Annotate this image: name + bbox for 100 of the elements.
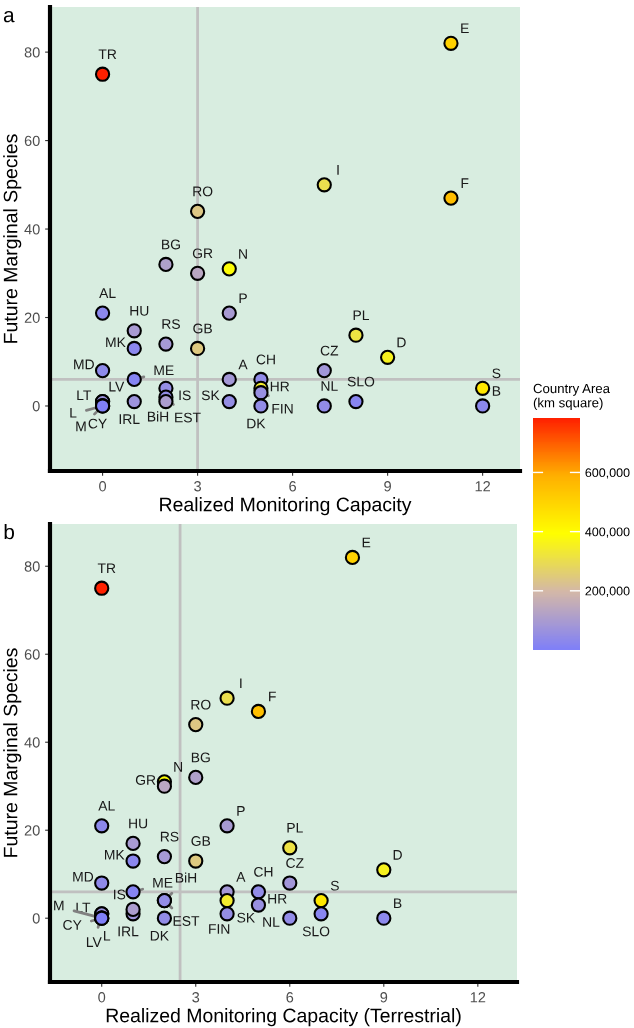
annotation: CY (63, 920, 82, 930)
annotation: SK (201, 390, 220, 401)
annotation: CH (256, 354, 275, 365)
annotation: L (70, 407, 77, 418)
annotation: CY (88, 418, 107, 429)
annotation: I (337, 165, 339, 175)
color-bar-title: Country Area (km square) (533, 383, 611, 410)
x-tick-label: 3 (194, 481, 201, 492)
annotation: EST (175, 412, 201, 423)
y-axis-title: Future Marginal Species (3, 648, 22, 857)
annotation: AL (99, 288, 116, 298)
annotation: TR (98, 49, 117, 60)
annotation: BG (162, 239, 180, 250)
annotation: GB (191, 836, 211, 846)
annotation: BG (191, 752, 210, 763)
annotation: HU (129, 818, 148, 829)
annotation: AL (98, 801, 115, 811)
annotation: IRL (119, 414, 140, 424)
y-tick-label: 40 (24, 224, 40, 235)
y-tick-label: 80 (24, 47, 40, 58)
annotation: F (269, 691, 276, 702)
chart-title: a (3, 10, 15, 23)
annotation: SK (237, 912, 255, 923)
annotation: P (237, 806, 245, 816)
annotation: P (239, 293, 247, 303)
annotation: NL (263, 917, 280, 927)
annotation: PL (353, 310, 370, 321)
color-bar-label: 600,000 (585, 468, 630, 479)
annotation: RO (191, 699, 211, 710)
annotation: M (54, 900, 64, 911)
annotation: TR (97, 563, 116, 574)
y-axis-title: Future Marginal Species (3, 134, 22, 343)
annotation: FIN (209, 924, 230, 934)
y-tick-label: 0 (32, 913, 40, 924)
annotation: S (330, 880, 339, 891)
annotation: LT (77, 390, 92, 401)
annotation: A (236, 872, 246, 882)
annotation: DK (247, 418, 266, 429)
annotation: BiH (175, 872, 197, 883)
annotation: MK (105, 850, 125, 860)
annotation: HR (268, 894, 287, 904)
annotation: GR (135, 775, 156, 785)
annotation: NL (321, 381, 338, 391)
annotation: GB (193, 323, 212, 334)
annotation: S (492, 368, 501, 379)
x-tick-label: 0 (98, 992, 106, 1003)
annotation: B (394, 898, 402, 909)
x-tick-label: 0 (99, 481, 107, 492)
annotation: SLO (347, 376, 375, 387)
x-tick-label: 3 (192, 992, 200, 1003)
x-tick-label: 9 (380, 992, 388, 1003)
annotation: B (492, 386, 501, 396)
annotation: CH (254, 866, 273, 877)
annotation: ME (153, 877, 173, 888)
y-tick-label: 80 (24, 561, 40, 572)
x-tick-label: 12 (475, 481, 491, 492)
annotation: SLO (302, 926, 330, 937)
x-tick-label: 6 (286, 992, 294, 1003)
annotation: HU (130, 306, 149, 316)
x-tick-label: 6 (289, 481, 297, 492)
x-tick-label: 12 (470, 992, 486, 1003)
y-tick-label: 60 (24, 649, 40, 660)
annotation: M (76, 421, 86, 432)
color-bar-label: 200,000 (585, 586, 630, 597)
annotation: MD (73, 872, 94, 882)
y-tick-label: 20 (24, 825, 40, 836)
annotation: E (461, 23, 469, 34)
annotation: N (239, 249, 247, 259)
annotation: LV (109, 381, 125, 392)
annotation: N (174, 762, 183, 772)
chart-title: b (4, 524, 15, 540)
annotation: GR (192, 248, 213, 259)
annotation: MK (106, 337, 126, 348)
annotation: HR (270, 381, 290, 392)
annotation: LV (86, 937, 102, 947)
x-tick-label: 9 (384, 481, 391, 492)
annotation: IRL (118, 926, 139, 937)
annotation: CZ (320, 345, 339, 356)
annotation: RS (160, 831, 179, 842)
x-axis-title: Realized Monitoring Capacity (Terrestrial) (106, 1008, 461, 1027)
annotation: FIN (272, 403, 293, 414)
y-tick-label: 60 (24, 135, 40, 147)
annotation: CZ (286, 858, 304, 868)
annotation: RO (193, 186, 213, 197)
annotation: MD (74, 359, 94, 370)
annotation: L (104, 931, 111, 941)
color-bar-label: 400,000 (585, 527, 630, 538)
annotation: A (238, 359, 248, 370)
annotation: F (461, 178, 469, 188)
y-tick-label: 40 (24, 737, 40, 748)
annotation: DK (150, 931, 169, 941)
annotation: EST (173, 916, 200, 926)
y-tick-label: 20 (24, 312, 40, 323)
annotation: D (393, 850, 402, 860)
annotation: RS (162, 319, 180, 329)
annotation: I (240, 678, 242, 689)
annotation: D (397, 337, 406, 348)
annotation: ME (154, 365, 174, 376)
annotation: E (362, 537, 371, 548)
annotation: IS (114, 889, 126, 900)
